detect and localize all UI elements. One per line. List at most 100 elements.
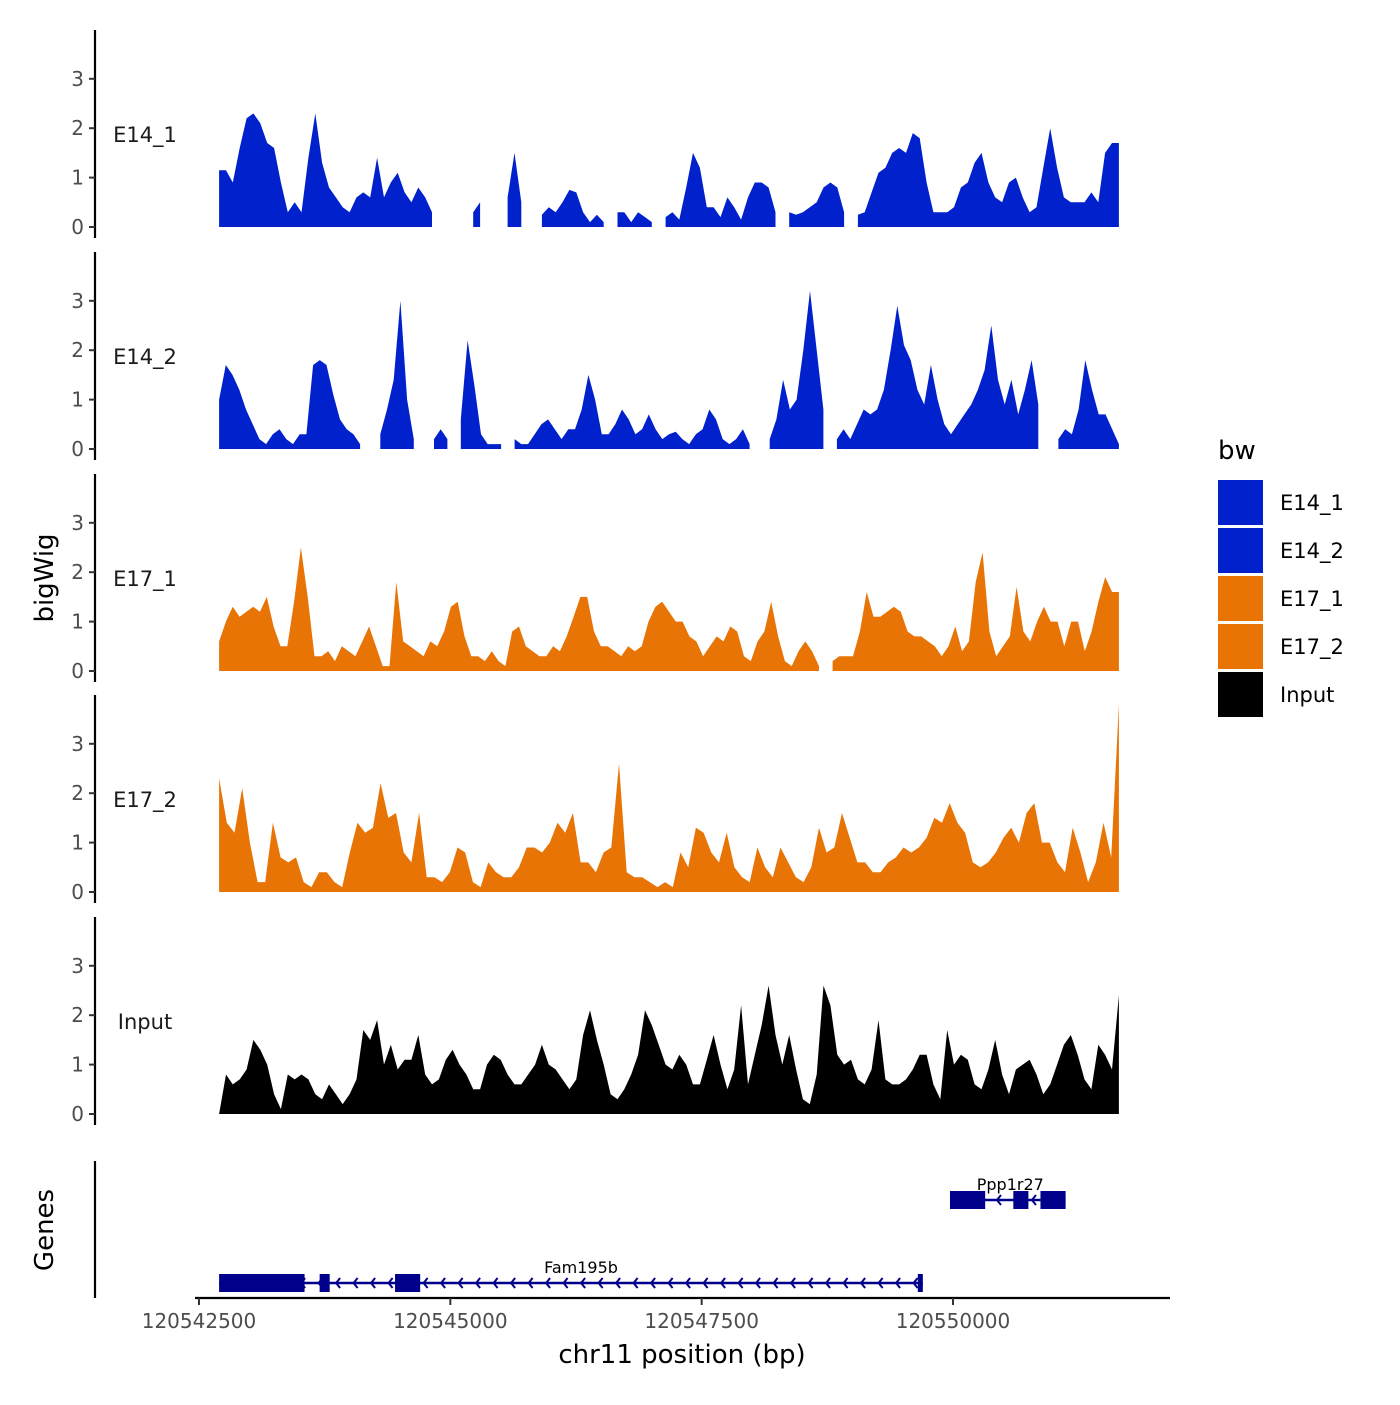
- track-e14-1: 0 1 2 3 E14_1: [71, 30, 1119, 239]
- strand-arrow: [597, 1277, 604, 1289]
- legend-label: E14_1: [1280, 491, 1344, 516]
- y-tick-label: 3: [71, 67, 84, 91]
- track-e14-2: 0 1 2 3 E14_2: [71, 252, 1119, 461]
- y-tick-label: 0: [71, 1102, 84, 1126]
- coverage-area: [219, 290, 1119, 449]
- strand-arrow: [754, 1277, 761, 1289]
- exon: [1040, 1191, 1066, 1209]
- strand-arrow: [649, 1277, 656, 1289]
- x-tick-label: 120550000: [896, 1309, 1011, 1333]
- track-e17-1: 0 1 2 3 E17_1: [71, 474, 1119, 683]
- strand-arrow: [439, 1277, 446, 1289]
- gene-label: Fam195b: [544, 1258, 618, 1277]
- gene-ppp1r27: Ppp1r27: [949, 1175, 1066, 1209]
- y-tick-label: 1: [71, 1053, 84, 1077]
- exon: [395, 1274, 421, 1292]
- strand-arrow: [737, 1277, 744, 1289]
- y-tick-label: 2: [71, 781, 84, 805]
- tracks-layer: 0 1 2 3 E14_1 0 1 2 3 E14_2 0 1 2 3 E17_1 0 1 2 3 E17_2 0 1 2 3…: [71, 30, 1119, 1126]
- legend-swatch: [1218, 528, 1263, 573]
- legend-label: Input: [1280, 683, 1334, 707]
- strand-arrow: [719, 1277, 726, 1289]
- strand-arrow: [1030, 1194, 1037, 1206]
- coverage-area: [219, 113, 1119, 227]
- strand-arrow: [842, 1277, 849, 1289]
- genes-layer: Fam195b Ppp1r27: [93, 1161, 1066, 1298]
- y-tick-label: 2: [71, 560, 84, 584]
- y-tick-label: 0: [71, 659, 84, 683]
- strand-arrow: [509, 1277, 516, 1289]
- legend-item-input: Input: [1218, 672, 1334, 717]
- coverage-area: [219, 704, 1119, 892]
- gene-fam195b: Fam195b: [219, 1258, 923, 1292]
- y-axis-title-genes: Genes: [30, 1189, 60, 1271]
- y-tick-label: 1: [71, 610, 84, 634]
- y-tick-label: 3: [71, 732, 84, 756]
- y-tick-label: 2: [71, 116, 84, 140]
- legend-swatch: [1218, 480, 1263, 525]
- strand-arrow: [422, 1277, 429, 1289]
- legend-item-e17-2: E17_2: [1218, 624, 1344, 669]
- legend-swatch: [1218, 672, 1263, 717]
- strand-arrow: [684, 1277, 691, 1289]
- strand-arrow: [667, 1277, 674, 1289]
- strand-arrow: [614, 1277, 621, 1289]
- y-tick-label: 3: [71, 954, 84, 978]
- y-tick-label: 2: [71, 1003, 84, 1027]
- y-tick-label: 0: [71, 880, 84, 904]
- strand-arrow: [632, 1277, 639, 1289]
- legend-item-e14-1: E14_1: [1218, 480, 1344, 525]
- strand-arrow: [859, 1277, 866, 1289]
- y-tick-label: 1: [71, 166, 84, 190]
- strand-arrow: [562, 1277, 569, 1289]
- strand-arrow: [894, 1277, 901, 1289]
- x-tick-label: 120547500: [644, 1309, 759, 1333]
- strand-arrow: [789, 1277, 796, 1289]
- y-tick-label: 3: [71, 289, 84, 313]
- legend: bw E14_1 E14_2 E17_1 E17_2 Input: [1218, 436, 1344, 717]
- coverage-area: [219, 985, 1119, 1114]
- legend-item-e17-1: E17_1: [1218, 576, 1344, 621]
- strand-arrow: [995, 1194, 1002, 1206]
- strand-arrow: [544, 1277, 551, 1289]
- strand-arrow: [369, 1277, 376, 1289]
- exon: [1013, 1191, 1029, 1209]
- legend-title: bw: [1218, 436, 1256, 466]
- track-label: E17_2: [113, 788, 177, 813]
- legend-label: E17_1: [1280, 587, 1344, 612]
- strand-arrow: [334, 1277, 341, 1289]
- exon: [917, 1274, 923, 1292]
- y-tick-label: 0: [71, 437, 84, 461]
- strand-arrow: [772, 1277, 779, 1289]
- strand-arrow: [457, 1277, 464, 1289]
- strand-arrow: [912, 1277, 919, 1289]
- y-tick-label: 0: [71, 215, 84, 239]
- strand-arrow: [352, 1277, 359, 1289]
- x-tick-label: 120542500: [142, 1309, 257, 1333]
- strand-arrow: [387, 1277, 394, 1289]
- track-input: 0 1 2 3 Input: [71, 917, 1119, 1126]
- y-tick-label: 1: [71, 831, 84, 855]
- x-tick-label: 120545000: [393, 1309, 508, 1333]
- exon: [219, 1274, 305, 1292]
- y-tick-label: 3: [71, 511, 84, 535]
- coverage-area: [219, 547, 1119, 671]
- strand-arrow: [824, 1277, 831, 1289]
- gene-label: Ppp1r27: [977, 1175, 1044, 1194]
- strand-arrow: [474, 1277, 481, 1289]
- track-label: E14_1: [113, 123, 177, 148]
- exon: [949, 1191, 986, 1209]
- strand-arrow: [807, 1277, 814, 1289]
- legend-item-e14-2: E14_2: [1218, 528, 1344, 573]
- y-tick-label: 2: [71, 338, 84, 362]
- exon: [319, 1274, 330, 1292]
- track-label: E14_2: [113, 345, 177, 370]
- legend-label: E17_2: [1280, 635, 1344, 660]
- y-axis-title-bigwig: bigWig: [30, 533, 60, 622]
- strand-arrow: [492, 1277, 499, 1289]
- x-axis: 120542500 120545000 120547500 120550000: [142, 1296, 1170, 1333]
- x-axis-title: chr11 position (bp): [558, 1340, 805, 1370]
- strand-arrow: [527, 1277, 534, 1289]
